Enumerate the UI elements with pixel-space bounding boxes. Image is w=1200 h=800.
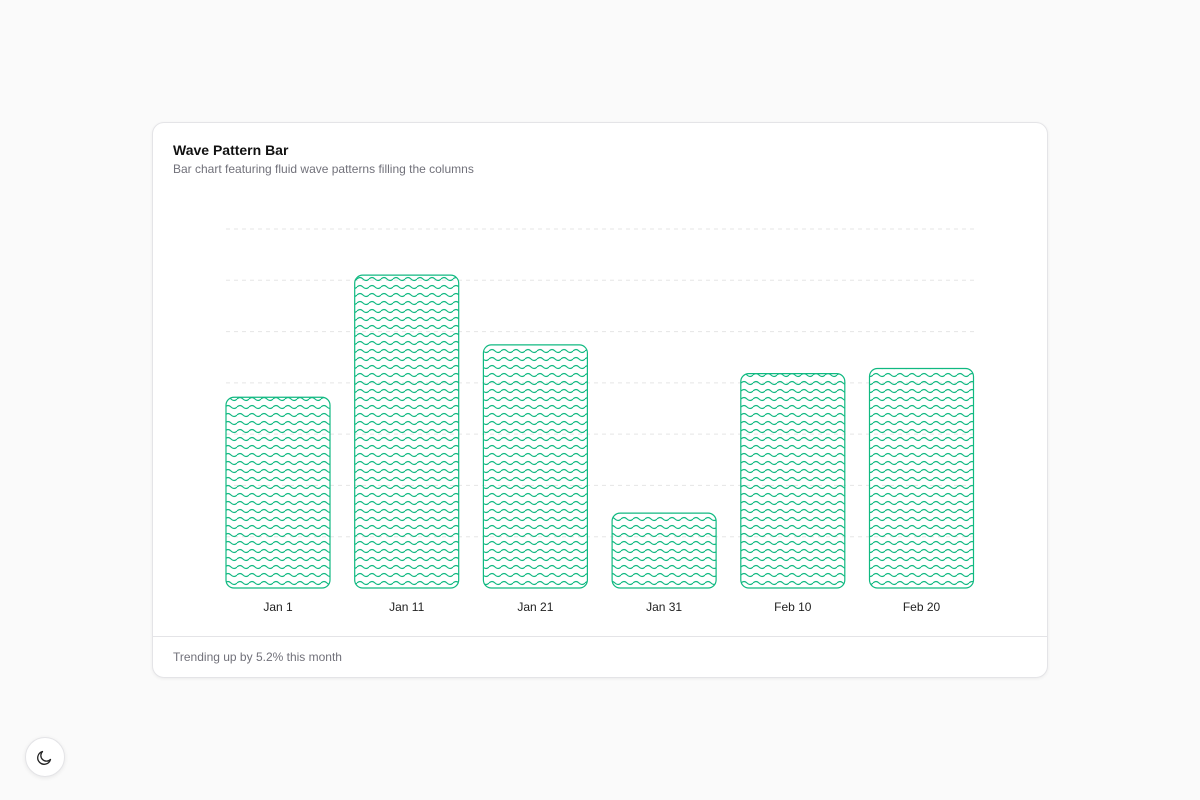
x-tick-label: Jan 21 xyxy=(517,600,553,614)
footer-divider xyxy=(153,636,1047,637)
bar xyxy=(354,274,460,589)
chart: Jan 1 Jan 11 Jan 21 Jan 31 Feb 10 Feb 20 xyxy=(225,228,975,614)
card-title: Wave Pattern Bar xyxy=(173,142,289,158)
x-tick-label: Jan 1 xyxy=(263,600,293,614)
x-tick-label: Jan 31 xyxy=(646,600,682,614)
x-tick-label: Feb 20 xyxy=(903,600,941,614)
x-tick-label: Feb 10 xyxy=(774,600,812,614)
bar xyxy=(225,396,331,589)
moon-icon xyxy=(37,750,52,765)
bar xyxy=(868,367,975,589)
x-tick-label: Jan 11 xyxy=(389,600,424,614)
bar xyxy=(611,512,717,589)
bar xyxy=(740,373,846,589)
card-subtitle: Bar chart featuring fluid wave patterns … xyxy=(173,162,474,176)
card-footer: Trending up by 5.2% this month xyxy=(173,650,342,664)
bar xyxy=(482,344,588,589)
theme-toggle[interactable] xyxy=(25,737,65,777)
card: Wave Pattern Bar Bar chart featuring flu… xyxy=(152,122,1048,678)
